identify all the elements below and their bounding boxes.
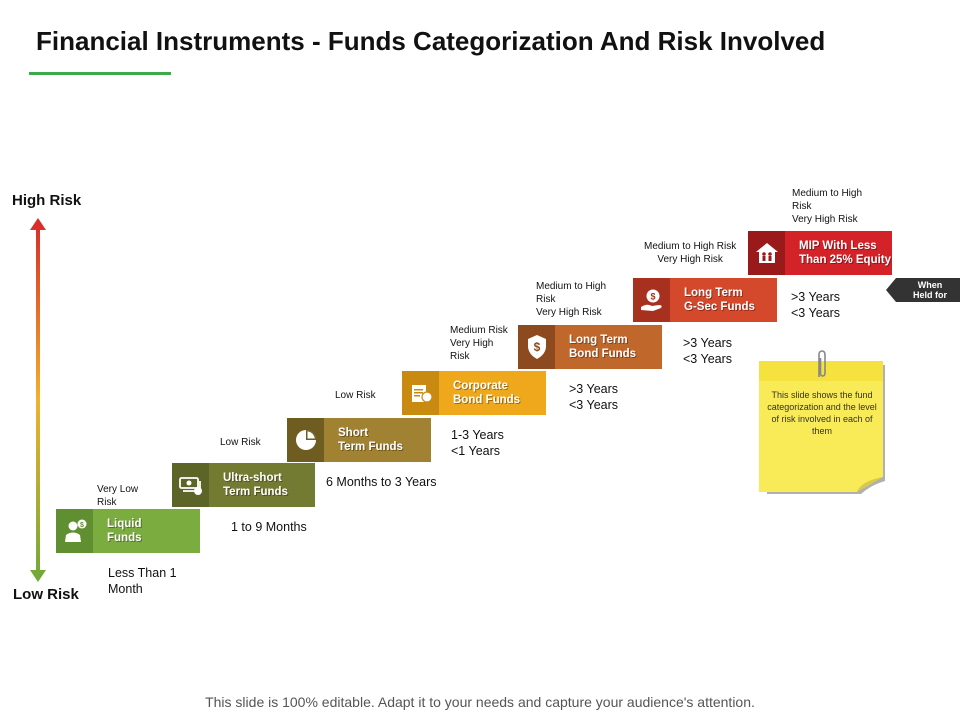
- footer-caption: This slide is 100% editable. Adapt it to…: [205, 694, 755, 710]
- cash-stack-icon: [172, 463, 209, 507]
- risk-note-liquid: Very Low Risk: [97, 484, 139, 508]
- step-label: MIP With Less Than 25% Equity: [799, 240, 892, 266]
- when-held-tag: [886, 278, 960, 302]
- title-underline: [29, 72, 171, 75]
- risk-note-long-term-g-sec: Medium to High Risk Very High Risk: [644, 241, 737, 265]
- shield-dollar-icon: $: [518, 325, 555, 369]
- pie-chart-icon: [287, 418, 324, 462]
- step-label: Corporate Bond Funds: [453, 380, 521, 406]
- hand-coin-icon: $: [633, 278, 670, 322]
- paper-clip-icon: [818, 350, 826, 377]
- risk-note-long-term-bond: Medium to High Risk Very High Risk: [536, 281, 607, 318]
- high-risk-label: High Risk: [12, 192, 82, 209]
- risk-arrow: [30, 218, 46, 582]
- step-long-term-g-sec-funds: $ Long Term G-Sec Funds: [633, 278, 777, 322]
- sticky-note: [759, 361, 885, 494]
- step-label: Long Term G-Sec Funds: [684, 287, 755, 313]
- step-label: Long Term Bond Funds: [569, 334, 637, 360]
- duration-long-term-bond: >3 Years <3 Years: [569, 382, 619, 412]
- low-risk-label: Low Risk: [13, 586, 79, 603]
- risk-note-mip: Medium to High Risk Very High Risk: [792, 188, 863, 225]
- document-coin-icon: [402, 371, 439, 415]
- risk-note-short-term: Low Risk: [335, 390, 376, 401]
- step-liquid-funds: $ Liquid Funds: [56, 509, 200, 553]
- when-held-label: When Held for: [912, 280, 947, 300]
- page-title: Financial Instruments - Funds Categoriza…: [36, 26, 826, 56]
- step-ultra-short-term-funds: Ultra-short Term Funds: [172, 463, 315, 507]
- risk-note-corporate-bond: Medium Risk Very High Risk: [450, 325, 508, 362]
- step-short-term-funds: Short Term Funds: [287, 418, 431, 462]
- duration-short-term: 6 Months to 3 Years: [326, 475, 437, 489]
- step-label: Liquid Funds: [107, 518, 142, 544]
- risk-note-ultra-short: Low Risk: [220, 437, 261, 448]
- step-corporate-bond-funds: Corporate Bond Funds: [402, 371, 546, 415]
- duration-ultra-short: 1 to 9 Months: [231, 520, 307, 534]
- duration-liquid: Less Than 1 Month: [108, 566, 177, 596]
- step-mip-funds: MIP With Less Than 25% Equity: [748, 231, 892, 275]
- step-long-term-bond-funds: $ Long Term Bond Funds: [518, 325, 662, 369]
- user-dollar-icon: $: [56, 509, 93, 553]
- house-family-icon: [748, 231, 785, 275]
- duration-long-term-g-sec: >3 Years <3 Years: [683, 336, 733, 366]
- svg-text:$: $: [650, 292, 655, 302]
- step-label: Ultra-short Term Funds: [223, 472, 288, 498]
- sticky-note-text: This slide shows the fund categorization…: [767, 390, 877, 436]
- duration-mip: >3 Years <3 Years: [791, 290, 841, 320]
- step-label: Short Term Funds: [338, 427, 403, 453]
- svg-text:$: $: [80, 522, 84, 529]
- svg-text:$: $: [533, 340, 540, 354]
- duration-corporate-bond: 1-3 Years <1 Years: [451, 428, 504, 458]
